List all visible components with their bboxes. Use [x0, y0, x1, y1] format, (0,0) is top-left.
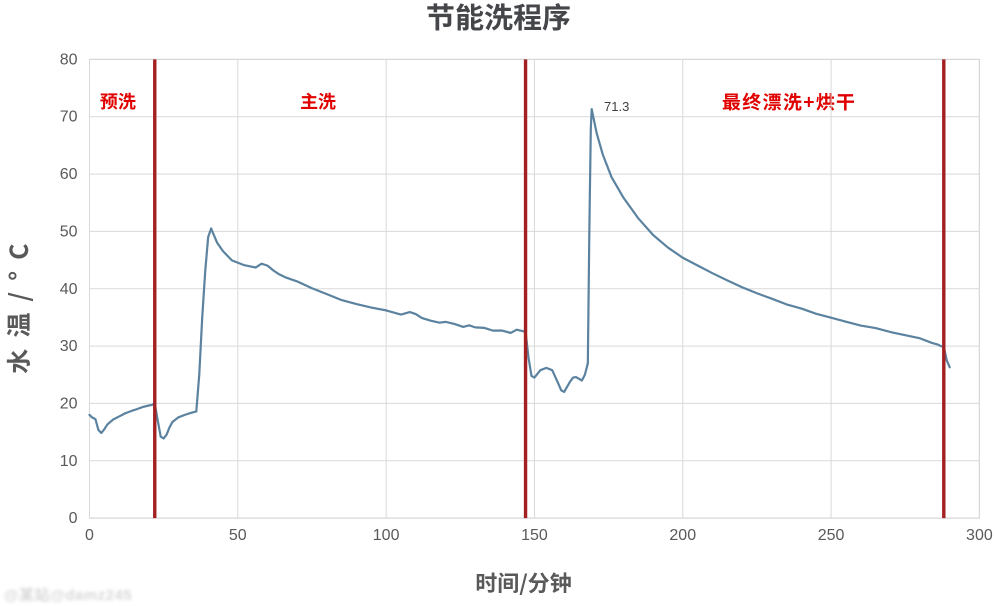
svg-text:80: 80 — [60, 51, 78, 68]
svg-text:50: 50 — [60, 223, 78, 240]
svg-text:10: 10 — [60, 453, 78, 470]
svg-text:0: 0 — [85, 527, 94, 544]
svg-text:70: 70 — [60, 109, 78, 126]
svg-text:60: 60 — [60, 166, 78, 183]
svg-text:200: 200 — [669, 527, 696, 544]
svg-text:30: 30 — [60, 338, 78, 355]
svg-text:40: 40 — [60, 281, 78, 298]
svg-text:150: 150 — [521, 527, 548, 544]
svg-text:20: 20 — [60, 395, 78, 412]
svg-text:0: 0 — [69, 510, 78, 527]
svg-text:50: 50 — [229, 527, 247, 544]
svg-text:250: 250 — [818, 527, 845, 544]
svg-text:100: 100 — [373, 527, 400, 544]
svg-text:300: 300 — [966, 527, 993, 544]
